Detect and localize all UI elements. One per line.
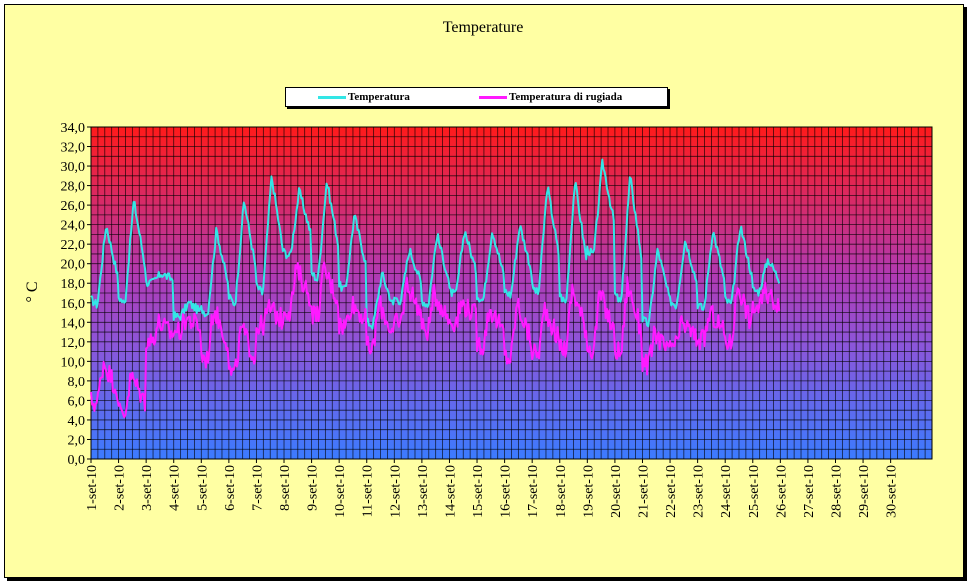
legend-label-rugiada: Temperatura di rugiada [509,91,623,103]
y-tick-label: 6,0 [68,394,86,409]
x-tick-label: 29-set-10 [857,465,872,518]
x-tick-label: 25-set-10 [747,465,762,518]
x-tick-label: 5-set-10 [195,465,210,511]
x-tick-label: 12-set-10 [388,465,403,518]
series-line-temperatura [90,158,781,330]
x-tick-label: 8-set-10 [278,465,293,511]
legend-item-rugiada: Temperatura di rugiada [479,88,622,106]
x-tick-label: 22-set-10 [664,465,679,518]
x-tick-label: 27-set-10 [802,465,817,518]
y-tick-label: 12,0 [61,336,86,351]
x-tick-label: 6-set-10 [223,465,238,511]
x-tick-label: 30-set-10 [885,465,900,518]
y-tick-label: 0,0 [68,453,86,468]
x-tick-label: 20-set-10 [609,465,624,518]
y-tick-label: 8,0 [68,375,86,390]
y-tick-label: 14,0 [61,316,86,331]
x-tick-label: 4-set-10 [168,465,183,511]
y-tick-label: 26,0 [61,199,86,214]
y-tick-label: 24,0 [61,219,86,234]
x-tick-label: 2-set-10 [113,465,128,511]
x-tick-label: 11-set-10 [361,465,376,517]
y-tick-label: 32,0 [61,141,86,156]
legend-line-rugiada [479,95,507,99]
x-tick-label: 28-set-10 [829,465,844,518]
legend-label-temperatura: Temperatura [348,91,410,103]
y-tick-label: 2,0 [68,433,86,448]
x-tick-label: 3-set-10 [140,465,155,511]
y-tick-label: 30,0 [61,160,86,175]
y-tick-label: 28,0 [61,180,86,195]
x-tick-label: 26-set-10 [774,465,789,518]
x-tick-label: 15-set-10 [471,465,486,518]
chart-title: Temperature [442,19,524,36]
y-tick-label: 22,0 [61,238,86,253]
series-line-rugiada [90,261,781,419]
x-tick-label: 24-set-10 [719,465,734,518]
x-tick-label: 23-set-10 [692,465,707,518]
x-tick-label: 9-set-10 [306,465,321,511]
plot-border [90,126,933,460]
x-tick-label: 14-set-10 [443,465,458,518]
x-tick-label: 19-set-10 [581,465,596,518]
y-tick-label: 18,0 [61,277,86,292]
y-tick-label: 34,0 [61,121,86,136]
x-tick-label: 21-set-10 [636,465,651,518]
legend: Temperatura Temperatura di rugiada [285,87,668,107]
y-tick-label: 16,0 [61,297,86,312]
legend-item-temperatura: Temperatura [318,88,410,106]
y-tick-label: 4,0 [68,414,86,429]
x-tick-label: 1-set-10 [85,465,100,511]
y-tick-label: 10,0 [61,355,86,370]
x-tick-label: 17-set-10 [526,465,541,518]
y-tick-label: 20,0 [61,258,86,273]
x-tick-label: 7-set-10 [250,465,265,511]
x-tick-label: 16-set-10 [499,465,514,518]
legend-line-temperatura [318,95,346,99]
x-tick-label: 10-set-10 [333,465,348,518]
x-tick-label: 18-set-10 [554,465,569,518]
x-tick-label: 13-set-10 [416,465,431,518]
